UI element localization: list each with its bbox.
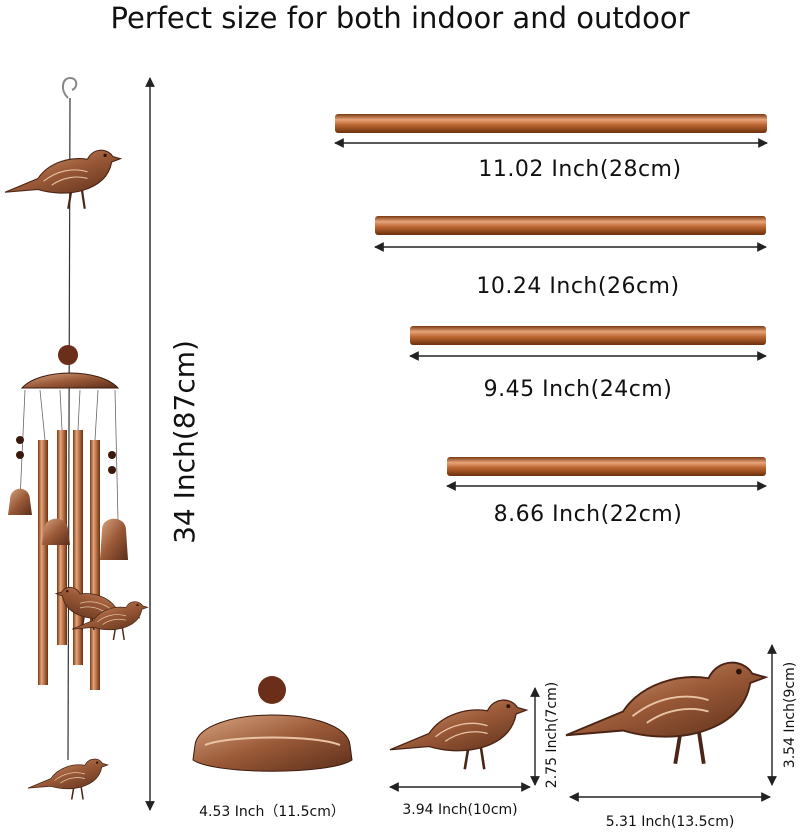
small-bird-width-label: 3.94 Inch(10cm) — [402, 802, 517, 818]
tube: 10.24 Inch(26cm) — [374, 216, 767, 299]
title: Perfect size for both indoor and outdoor — [110, 1, 689, 35]
tube-label: 8.66 Inch(22cm) — [494, 502, 683, 527]
large-bird-height-label: 3.54 Inch(9cm) — [782, 662, 798, 768]
tube: 11.02 Inch(28cm) — [334, 114, 768, 182]
assembled-chime — [3, 76, 149, 801]
large-bird-width-label: 5.31 Inch(13.5cm) — [606, 814, 735, 830]
cap — [192, 676, 353, 772]
overall-height-label: 34 Inch(87cm) — [168, 340, 201, 544]
small-bird-height-label: 2.75 Inch(7cm) — [544, 682, 560, 788]
tube-label: 10.24 Inch(26cm) — [476, 274, 679, 299]
small-bird — [388, 698, 528, 771]
cap-width-label: 4.53 Inch（11.5cm） — [199, 804, 345, 820]
tube: 8.66 Inch(22cm) — [446, 457, 767, 527]
large-bird — [564, 660, 768, 766]
tube-label: 11.02 Inch(28cm) — [478, 157, 681, 182]
tube-label: 9.45 Inch(24cm) — [484, 377, 673, 402]
tube: 9.45 Inch(24cm) — [409, 326, 767, 402]
